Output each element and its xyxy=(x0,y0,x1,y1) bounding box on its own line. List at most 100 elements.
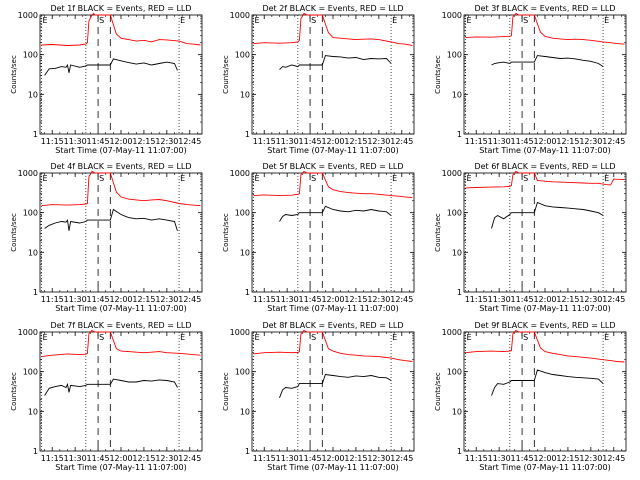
event-marker-label: E xyxy=(255,174,260,183)
y-tick-label: 100 xyxy=(23,209,38,218)
x-tick-label: 11:30 xyxy=(64,137,87,146)
event-marker-label: S xyxy=(311,174,316,183)
x-tick-label: 11:45 xyxy=(87,454,110,463)
x-tick-label: 11:15 xyxy=(41,295,64,304)
x-tick-label: 12:45 xyxy=(602,137,625,146)
y-tick-label: 1 xyxy=(245,130,250,139)
x-tick-label: 12:45 xyxy=(390,454,413,463)
event-marker-label: E xyxy=(604,16,609,25)
x-tick-label: 12:00 xyxy=(321,137,344,146)
event-marker-label: E xyxy=(467,16,472,25)
y-axis-label: Counts/sec xyxy=(222,372,230,411)
events-series-line xyxy=(491,201,604,229)
x-tick-label: 11:30 xyxy=(64,295,87,304)
x-tick-label: 12:15 xyxy=(132,295,155,304)
event-marker-label: E xyxy=(392,174,397,183)
event-marker-label: S xyxy=(523,174,528,183)
event-marker-label: E xyxy=(392,333,397,342)
lld-series-line xyxy=(465,170,625,189)
event-marker-label: S xyxy=(99,333,104,342)
x-axis-label: Start Time (07-May-11 11:07:00) xyxy=(267,463,398,472)
x-tick-label: 11:30 xyxy=(276,454,299,463)
chart-title: Det 3f BLACK = Events, RED = LLD xyxy=(474,4,615,13)
lld-series-line xyxy=(253,170,413,199)
chart-title: Det 5f BLACK = Events, RED = LLD xyxy=(262,162,403,171)
x-tick-label: 12:15 xyxy=(556,454,579,463)
y-tick-label: 100 xyxy=(235,209,250,218)
plot-frame xyxy=(39,172,203,293)
chart-panel-6: Det 6f BLACK = Events, RED = LLD 1 10 100 10… xyxy=(434,162,627,313)
x-axis-label: Start Time (07-May-11 11:07:00) xyxy=(55,146,186,155)
x-tick-label: 12:00 xyxy=(321,295,344,304)
x-axis-label: Start Time (07-May-11 11:07:00) xyxy=(267,304,398,313)
lld-series-line xyxy=(41,170,201,207)
x-tick-label: 12:45 xyxy=(390,137,413,146)
y-tick-label: 100 xyxy=(447,209,462,218)
x-tick-label: 12:15 xyxy=(344,137,367,146)
y-tick-label: 1 xyxy=(457,447,462,456)
y-tick-label: 1 xyxy=(457,288,462,297)
x-axis-label: Start Time (07-May-11 11:07:00) xyxy=(479,463,610,472)
y-tick-label: 100 xyxy=(23,368,38,377)
y-axis-label: Counts/sec xyxy=(10,213,18,252)
lld-series-line xyxy=(41,329,201,358)
event-marker-label: S xyxy=(99,16,104,25)
x-tick-label: 12:30 xyxy=(579,454,602,463)
plot-frame xyxy=(39,331,203,452)
y-tick-label: 1000 xyxy=(442,11,462,20)
event-marker-label: E xyxy=(467,174,472,183)
y-tick-label: 10 xyxy=(452,407,462,416)
y-tick-label: 10 xyxy=(452,90,462,99)
y-tick-label: 10 xyxy=(240,90,250,99)
chart-panel-2: Det 2f BLACK = Events, RED = LLD 1 10 100 10… xyxy=(222,4,415,155)
x-tick-label: 12:30 xyxy=(367,295,390,304)
events-series-line xyxy=(279,205,392,222)
event-marker-label: E xyxy=(255,16,260,25)
plot-frame xyxy=(39,14,203,135)
x-tick-label: 12:00 xyxy=(533,295,556,304)
y-axis-label: Counts/sec xyxy=(434,213,442,252)
x-tick-label: 11:45 xyxy=(511,295,534,304)
x-tick-label: 12:30 xyxy=(155,137,178,146)
chart-title: Det 4f BLACK = Events, RED = LLD xyxy=(50,162,191,171)
y-axis-label: Counts/sec xyxy=(222,213,230,252)
x-tick-label: 12:15 xyxy=(556,137,579,146)
x-tick-label: 12:30 xyxy=(367,137,390,146)
events-series-line xyxy=(491,369,604,396)
chart-panel-8: Det 8f BLACK = Events, RED = LLD 1 10 100 10… xyxy=(222,321,415,472)
events-series-line xyxy=(279,55,392,70)
lld-series-line xyxy=(465,12,625,45)
x-tick-label: 11:15 xyxy=(253,454,276,463)
y-tick-label: 100 xyxy=(235,368,250,377)
y-tick-label: 100 xyxy=(447,51,462,60)
event-marker-label: E xyxy=(43,16,48,25)
x-tick-label: 12:15 xyxy=(132,454,155,463)
plot-frame xyxy=(251,331,415,452)
y-tick-label: 1 xyxy=(33,447,38,456)
event-marker-label: E xyxy=(43,333,48,342)
events-series-line xyxy=(44,58,178,76)
y-tick-label: 1000 xyxy=(442,169,462,178)
x-tick-label: 11:45 xyxy=(87,137,110,146)
x-axis-label: Start Time (07-May-11 11:07:00) xyxy=(479,146,610,155)
chart-panel-4: Det 4f BLACK = Events, RED = LLD 1 10 100 10… xyxy=(10,162,203,313)
x-tick-label: 11:45 xyxy=(87,295,110,304)
x-tick-label: 12:15 xyxy=(344,295,367,304)
x-tick-label: 11:30 xyxy=(276,137,299,146)
event-marker-label: S xyxy=(523,333,528,342)
event-marker-label: E xyxy=(604,333,609,342)
y-tick-label: 1 xyxy=(33,130,38,139)
y-tick-label: 1 xyxy=(245,288,250,297)
y-tick-label: 1000 xyxy=(230,328,250,337)
y-tick-label: 1000 xyxy=(18,328,38,337)
x-tick-label: 11:45 xyxy=(511,454,534,463)
event-marker-label: E xyxy=(255,333,260,342)
events-series-line xyxy=(44,208,178,231)
x-tick-label: 12:45 xyxy=(602,454,625,463)
y-axis-label: Counts/sec xyxy=(434,372,442,411)
chart-title: Det 1f BLACK = Events, RED = LLD xyxy=(50,4,191,13)
event-marker-label: E xyxy=(392,16,397,25)
x-tick-label: 11:15 xyxy=(253,295,276,304)
chart-title: Det 9f BLACK = Events, RED = LLD xyxy=(474,321,615,330)
x-tick-label: 12:30 xyxy=(579,137,602,146)
